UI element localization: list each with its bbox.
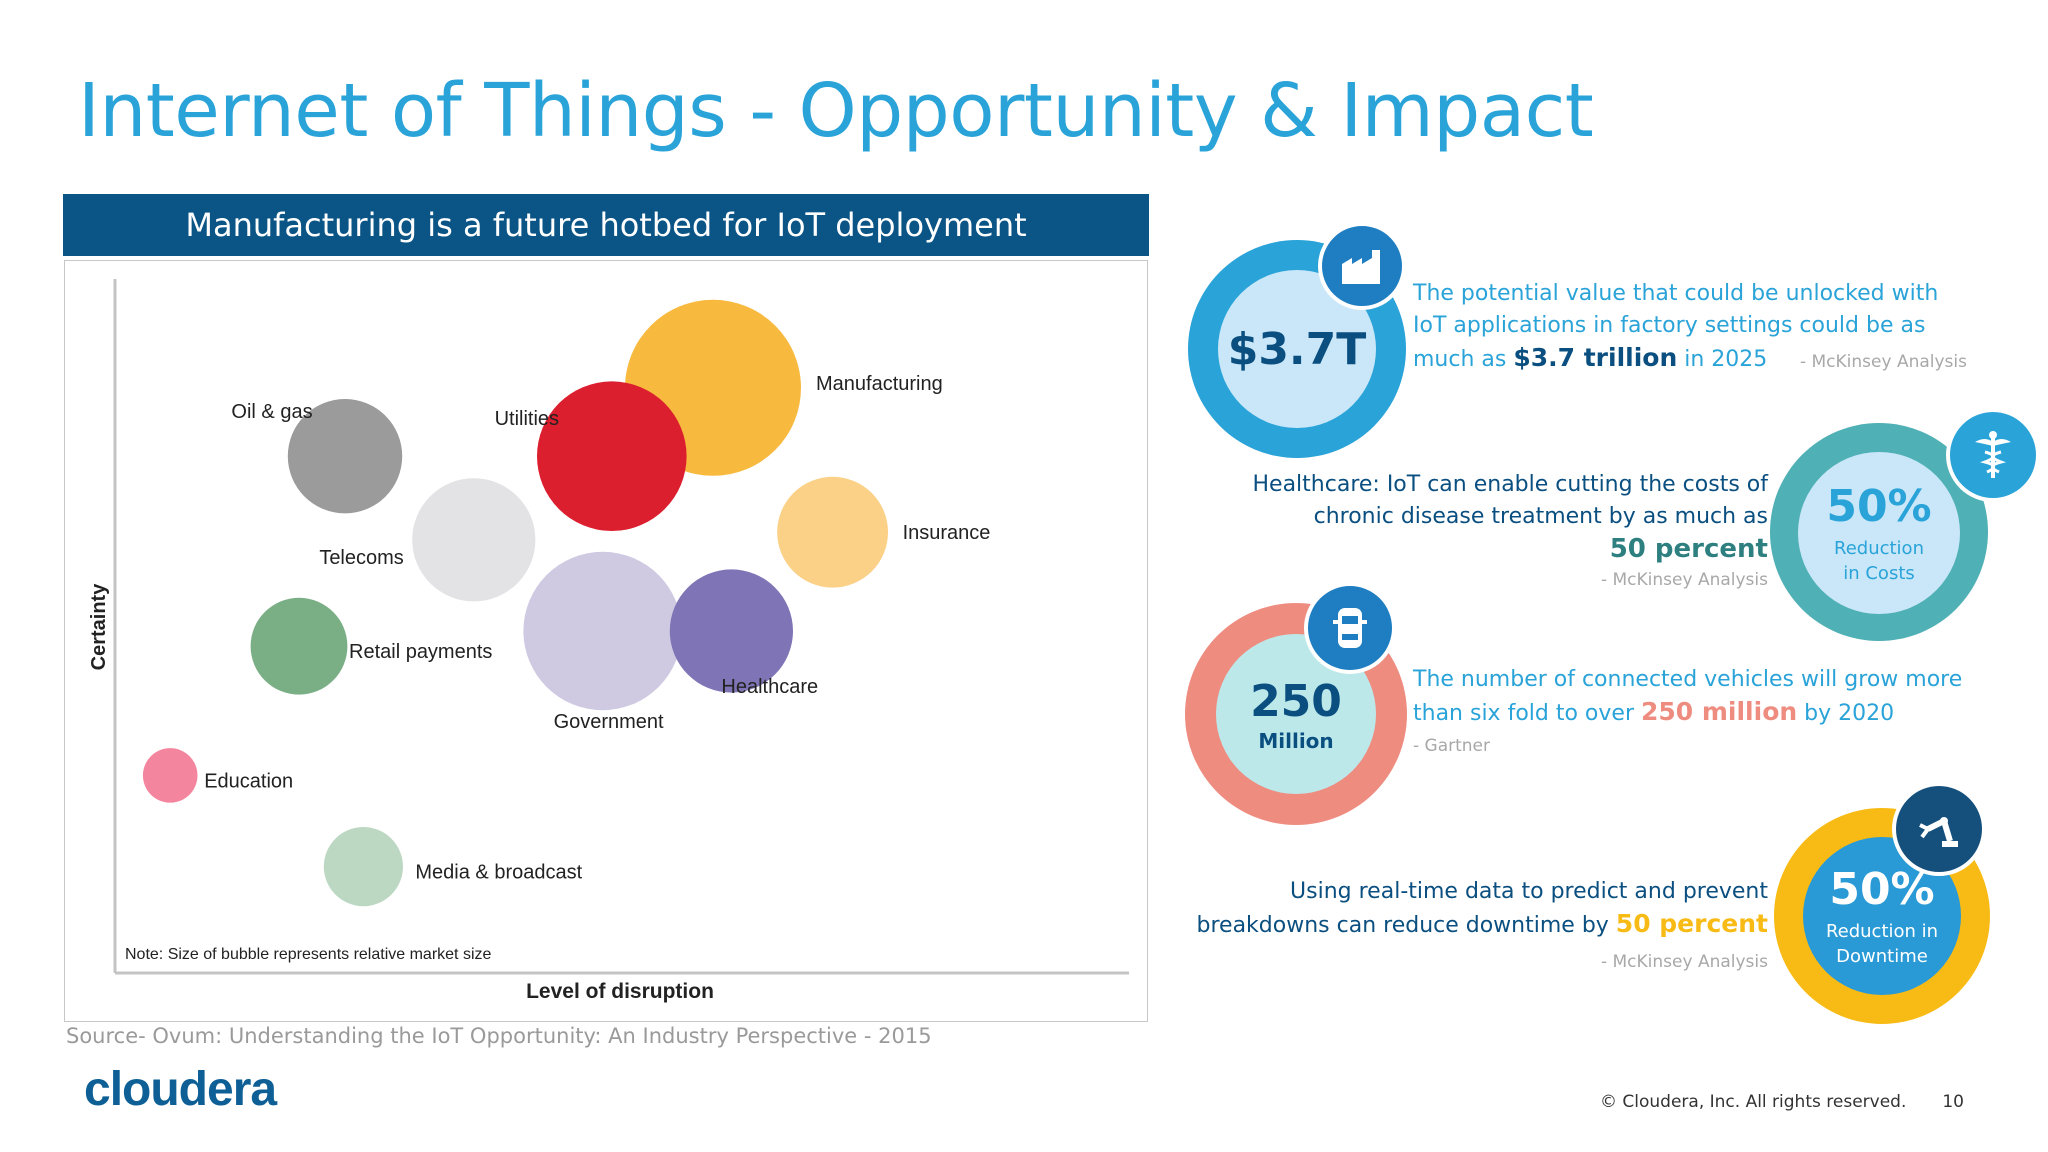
bubble-healthcare xyxy=(669,569,794,693)
caduceus-icon xyxy=(1946,408,2040,502)
page-title: Internet of Things - Opportunity & Impac… xyxy=(78,68,1594,154)
stat-healthcare-sub: Reduction in Costs xyxy=(1834,537,1924,584)
stat-downtime-value: 50% xyxy=(1829,863,1935,915)
stat-value: $3.7T xyxy=(1227,323,1367,375)
stat-vehicles-text: The number of connected vehicles will gr… xyxy=(1413,667,1963,726)
footer: © Cloudera, Inc. All rights reserved. 10 xyxy=(1600,1092,1964,1112)
stat-value-text: The potential value that could be unlock… xyxy=(1413,281,1939,372)
bubble-label-media-broadcast: Media & broadcast xyxy=(415,862,582,884)
x-axis-label: Level of disruption xyxy=(526,980,714,1003)
stat-value-highlight: $3.7 trillion xyxy=(1513,343,1678,372)
stat-value-cite: - McKinsey Analysis xyxy=(1799,352,1967,372)
bubble-government xyxy=(523,551,682,711)
bubble-label-insurance: Insurance xyxy=(903,522,991,544)
bubble-retail-payments xyxy=(250,597,348,695)
source-caption: Source- Ovum: Understanding the IoT Oppo… xyxy=(66,1024,932,1048)
chart-banner: Manufacturing is a future hotbed for IoT… xyxy=(63,194,1149,256)
stat-healthcare-description: Healthcare: IoT can enable cutting the c… xyxy=(1240,469,1769,567)
bubble-label-retail-payments: Retail payments xyxy=(349,641,492,663)
bubble-label-education: Education xyxy=(204,770,293,792)
bubble-label-utilities: Utilities xyxy=(495,408,559,430)
y-axis-label: Certainty xyxy=(88,583,110,671)
cloudera-logo: cloudera xyxy=(84,1063,277,1116)
stat-vehicles-description: The number of connected vehicles will gr… xyxy=(1413,664,1973,730)
bubble-label-healthcare: Healthcare xyxy=(721,676,818,698)
stat-vehicles-cite: - Gartner xyxy=(1413,736,1491,756)
stat-downtime-text: Using real-time data to predict and prev… xyxy=(1196,879,1768,938)
robot-arm-icon xyxy=(1892,782,1986,876)
bubble-label-oil-gas: Oil & gas xyxy=(231,401,312,423)
copyright-text: © Cloudera, Inc. All rights reserved. xyxy=(1600,1092,1907,1112)
factory-icon xyxy=(1318,222,1406,310)
stat-downtime-sub: Reduction in Downtime xyxy=(1825,920,1939,967)
stat-vehicles-sub: Million xyxy=(1258,728,1334,753)
bubble-insurance xyxy=(777,476,889,588)
bubble-oil-gas xyxy=(287,399,403,514)
stat-vehicles-highlight: 250 million xyxy=(1640,697,1798,726)
bubble-label-manufacturing: Manufacturing xyxy=(816,373,943,395)
stat-value-description: The potential value that could be unlock… xyxy=(1413,278,1973,376)
stat-healthcare-text: Healthcare: IoT can enable cutting the c… xyxy=(1252,472,1769,529)
stat-downtime-description: Using real-time data to predict and prev… xyxy=(1196,876,1768,942)
stat-downtime-inner: 50% Reduction in Downtime xyxy=(1803,837,1961,995)
bubble-label-telecoms: Telecoms xyxy=(319,547,403,569)
page-number: 10 xyxy=(1942,1092,1964,1112)
stat-value-inner: $3.7T xyxy=(1218,270,1376,428)
stat-vehicles-text-end: by 2020 xyxy=(1797,701,1895,726)
bubble-telecoms xyxy=(412,478,536,602)
bubble-media-broadcast xyxy=(323,827,403,907)
car-icon xyxy=(1304,582,1396,674)
bubble-label-government: Government xyxy=(554,711,664,733)
stat-vehicles-value: 250 xyxy=(1250,675,1342,727)
bubble-education xyxy=(142,748,198,803)
stat-healthcare-highlight: 50 percent xyxy=(1609,534,1768,564)
chart-note: Note: Size of bubble represents relative… xyxy=(125,946,492,963)
stat-healthcare-inner: 50% Reduction in Costs xyxy=(1798,452,1960,614)
stat-downtime-highlight: 50 percent xyxy=(1615,909,1768,938)
stat-downtime-cite: - McKinsey Analysis xyxy=(1600,952,1768,972)
bubble-utilities xyxy=(537,381,687,531)
stat-healthcare-value: 50% xyxy=(1826,480,1932,532)
bubble-chart-svg: Level of disruption Certainty Note: Size o… xyxy=(88,279,1129,1003)
bubble-chart: Level of disruption Certainty Note: Size o… xyxy=(64,260,1148,1022)
stat-healthcare-cite: - McKinsey Analysis xyxy=(1600,570,1768,590)
stat-value-text-end: in 2025 xyxy=(1677,347,1768,372)
